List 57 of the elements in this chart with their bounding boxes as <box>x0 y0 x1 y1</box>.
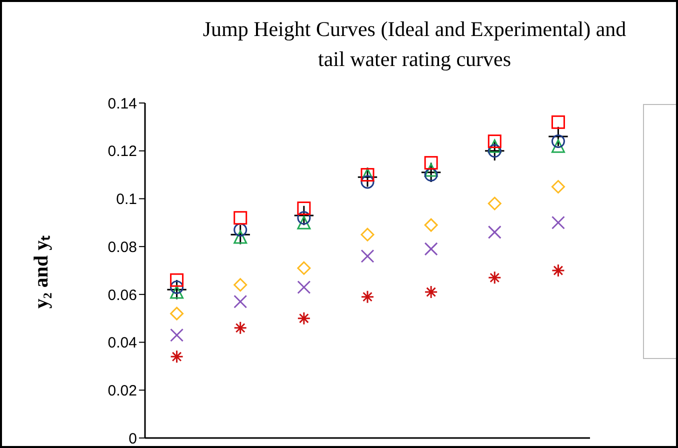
point <box>484 140 505 162</box>
point <box>234 278 248 292</box>
point <box>360 175 374 189</box>
y-tick-label: 0 <box>128 430 137 448</box>
point <box>360 249 374 263</box>
point <box>551 134 565 148</box>
point <box>424 163 438 177</box>
y-tick-label: 0.08 <box>108 238 137 256</box>
point <box>297 216 311 230</box>
y-tick-label: 0.02 <box>108 382 137 400</box>
point <box>297 202 311 216</box>
point <box>297 280 311 294</box>
point <box>424 156 438 170</box>
point <box>551 264 565 278</box>
point <box>166 279 188 300</box>
point <box>170 273 184 287</box>
point <box>234 321 248 335</box>
point <box>488 144 502 158</box>
point <box>424 242 438 256</box>
point <box>488 196 502 210</box>
point <box>234 230 248 244</box>
point <box>170 328 184 342</box>
y-tick-label: 0.06 <box>108 286 137 304</box>
point <box>230 224 251 245</box>
point <box>357 166 378 188</box>
point <box>360 228 374 242</box>
point <box>488 225 502 239</box>
point <box>488 134 502 148</box>
point <box>424 168 438 182</box>
y-tick-label: 0.04 <box>108 334 137 352</box>
point <box>424 285 438 299</box>
point <box>551 139 565 153</box>
y-tick-label: 0.12 <box>108 143 137 160</box>
point <box>548 126 569 147</box>
point <box>551 180 565 194</box>
chart-title: Jump Height Curves (Ideal and Experimental) and tail water rating curves <box>202 16 627 73</box>
y-tick-label: 0.14 <box>108 95 137 112</box>
point <box>297 312 311 326</box>
point <box>488 139 502 153</box>
point <box>170 350 184 364</box>
point <box>170 285 184 299</box>
point <box>551 216 565 230</box>
point <box>420 162 442 183</box>
y-tick-label: 0.1 <box>116 191 137 208</box>
point <box>488 270 502 284</box>
point <box>297 261 311 275</box>
y-axis-title: y₂ and yₜ <box>30 235 54 309</box>
point <box>234 223 248 237</box>
point <box>234 211 248 225</box>
point <box>294 205 314 226</box>
point <box>360 290 374 304</box>
point <box>424 218 438 232</box>
point <box>170 306 184 320</box>
point <box>170 280 184 294</box>
point <box>297 211 311 225</box>
point <box>551 115 565 129</box>
point <box>234 294 248 308</box>
